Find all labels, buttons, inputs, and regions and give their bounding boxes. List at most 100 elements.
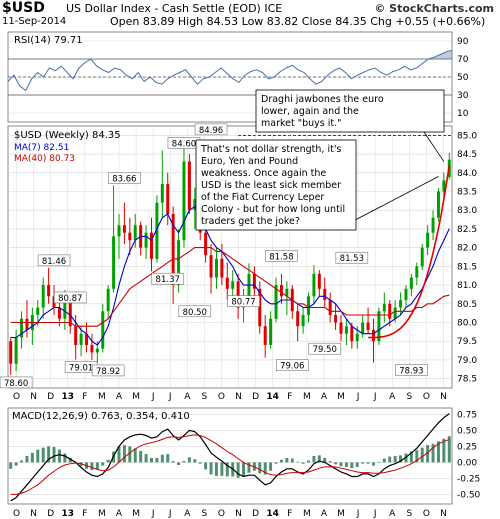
price-x-tick-label: O <box>218 392 225 402</box>
price-x-tick-label: J <box>356 392 360 402</box>
candle-body <box>177 240 181 286</box>
draghi-callout-text: market "buys it." <box>261 118 342 129</box>
dollar-strength-callout-text: of the Fiat Currency Leper <box>201 192 324 203</box>
price-x-tick-label: M <box>337 392 345 402</box>
candle-body <box>225 277 229 289</box>
candle-body <box>85 333 89 345</box>
macd-histogram-bar <box>236 462 240 478</box>
price-x-tick-label: O <box>423 392 430 402</box>
macd-histogram-bar <box>52 447 56 463</box>
candle-body <box>258 288 262 327</box>
candle-body <box>393 307 397 319</box>
macd-histogram-bar <box>30 452 34 463</box>
macd-histogram-bar <box>20 460 24 463</box>
price-annotation-box <box>91 364 125 377</box>
candle-body <box>366 322 370 330</box>
candle-body <box>166 184 170 214</box>
macd-x-tick-label: S <box>406 509 412 519</box>
price-annotation-box <box>275 359 309 371</box>
macd-histogram-bar <box>431 443 435 463</box>
macd-histogram-bar <box>263 462 267 475</box>
macd-x-tick-label: J <box>356 509 360 519</box>
price-tick-label: 81.5 <box>457 262 477 272</box>
macd-x-tick-label: A <box>116 509 123 519</box>
macd-histogram-bar <box>160 454 164 463</box>
candle-body <box>328 300 332 316</box>
price-x-tick-label: A <box>389 392 396 402</box>
price-annotation-box <box>108 172 141 184</box>
price-annotation-label: 81.58 <box>269 252 293 262</box>
price-tick-label: 81.0 <box>457 281 477 291</box>
price-annotation-box <box>227 295 260 307</box>
rsi-tick-label: 30 <box>457 91 469 101</box>
dollar-strength-callout-text: Euro, Yen and Pound <box>201 156 298 167</box>
macd-x-tick-label: O <box>423 509 430 519</box>
candle-body <box>41 285 45 308</box>
macd-x-tick-label: M <box>303 509 311 519</box>
price-x-tick-label: M <box>132 392 140 402</box>
price-annotation-box <box>194 123 228 136</box>
price-annotation-label: 78.92 <box>96 367 120 377</box>
draghi-callout-pointer <box>423 131 445 162</box>
macd-histogram-bar <box>301 462 305 464</box>
dollar-strength-callout-box <box>195 139 357 231</box>
macd-x-tick-label: D <box>252 509 259 519</box>
macd-histogram-bar <box>242 462 246 477</box>
price-annotation-label: 81.37 <box>156 275 180 285</box>
candle-body <box>399 300 403 308</box>
price-annotation-label: 84.60 <box>172 139 196 149</box>
macd-histogram-bar <box>14 462 18 466</box>
candle-body <box>382 303 386 312</box>
candle-body <box>204 232 208 256</box>
price-x-tick-label: J <box>151 392 155 402</box>
macd-histogram-bar <box>361 462 365 464</box>
macd-histogram-bar <box>371 462 375 466</box>
macd-histogram-bar <box>225 462 229 477</box>
macd-histogram-bar <box>377 462 381 464</box>
macd-histogram-bar <box>209 462 213 475</box>
candle-body <box>79 333 83 345</box>
candle-body <box>106 288 110 312</box>
candle-body <box>182 161 186 241</box>
price-annotation-label: 80.77 <box>231 298 255 308</box>
price-x-tick-label: A <box>184 392 191 402</box>
price-x-tick-label: 13 <box>62 392 75 402</box>
macd-histogram-bar <box>350 462 354 469</box>
candle-body <box>95 348 99 353</box>
price-tick-label: 82.0 <box>457 244 477 254</box>
price-annotation-label: 81.53 <box>340 254 364 264</box>
macd-histogram-bar <box>79 462 83 467</box>
macd-line <box>10 413 450 502</box>
candle-body <box>74 326 78 345</box>
macd-histogram-bar <box>426 445 430 463</box>
draghi-callout-box <box>255 89 445 133</box>
price-annotation-label: 78.60 <box>4 379 28 389</box>
candle-body <box>339 322 343 334</box>
price-annotation-box <box>53 291 87 304</box>
macd-histogram-bar <box>312 456 316 463</box>
price-tick-label: 83.0 <box>457 206 477 216</box>
macd-x-tick-label: S <box>202 509 208 519</box>
rsi-line <box>7 49 453 92</box>
price-annotation-label: 84.96 <box>199 126 223 136</box>
macd-histogram-bar <box>57 449 61 463</box>
macd-histogram-bar <box>177 462 181 465</box>
ma40-line <box>10 247 450 327</box>
macd-histogram-bar <box>258 462 262 474</box>
macd-histogram-bar <box>187 457 191 463</box>
price-x-tick-label: 14 <box>266 392 279 402</box>
price-x-tick-label: M <box>303 392 311 402</box>
candle-body <box>420 247 424 267</box>
macd-histogram-bar <box>101 462 105 466</box>
macd-histogram-bar <box>9 462 13 469</box>
macd-histogram-bar <box>247 462 251 473</box>
candle-body <box>57 307 61 319</box>
macd-histogram-bar <box>269 462 273 471</box>
candle-body <box>361 322 365 334</box>
candle-body <box>47 285 51 297</box>
price-x-tick-label: N <box>440 392 447 402</box>
rsi-tick-label: 70 <box>457 55 469 65</box>
price-x-tick-label: M <box>98 392 106 402</box>
macd-x-tick-label: N <box>440 509 447 519</box>
macd-x-tick-label: M <box>132 509 140 519</box>
